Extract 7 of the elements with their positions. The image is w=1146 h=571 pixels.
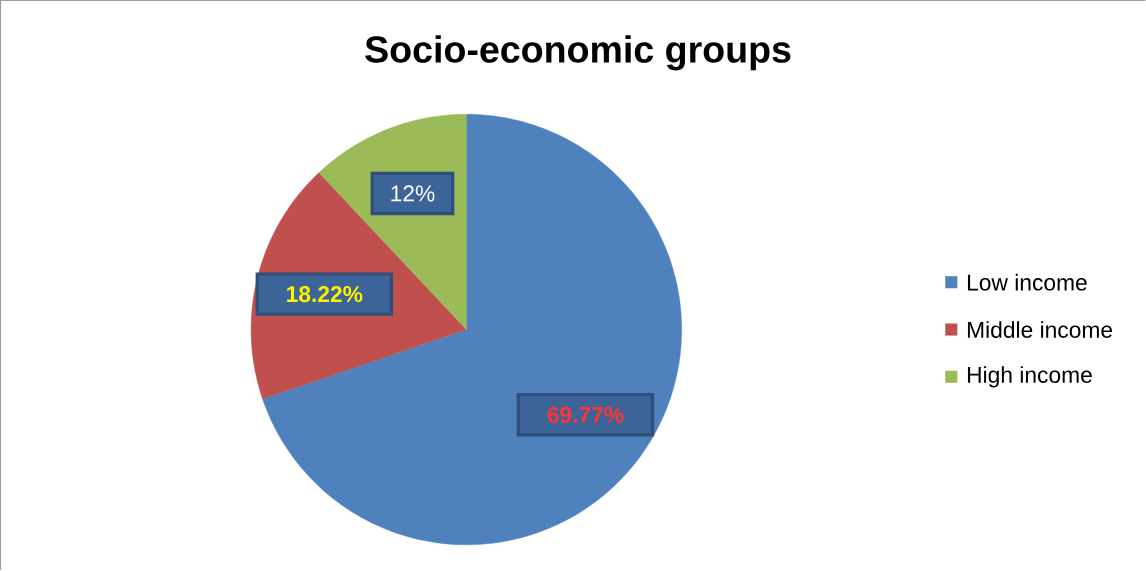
- legend-label: Low income: [967, 274, 1087, 291]
- data-label: 69.77%: [547, 406, 624, 424]
- data-label: 18.22%: [287, 286, 363, 303]
- data-label: 12%: [391, 185, 435, 202]
- chart-title: Socio-economic groups: [365, 35, 791, 71]
- legend-label: Middle income: [967, 321, 1113, 339]
- legend-label: High income: [967, 366, 1092, 388]
